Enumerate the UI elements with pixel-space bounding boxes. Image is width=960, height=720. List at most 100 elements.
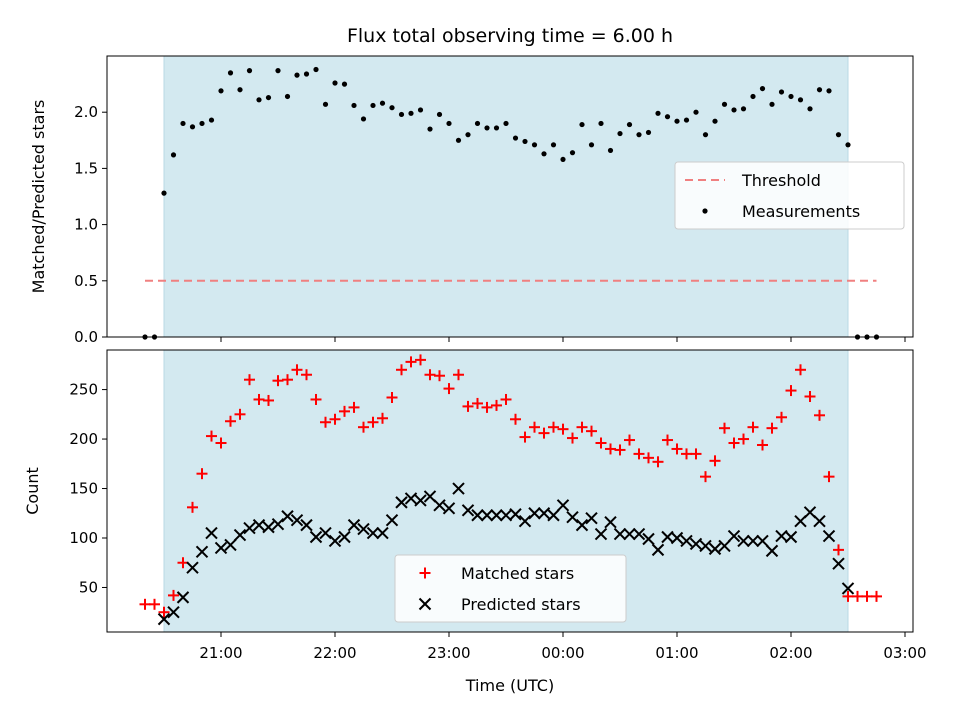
measurement-point: [826, 88, 832, 94]
matched-star-point: [633, 448, 645, 460]
measurement-point: [465, 132, 471, 138]
y-tick-label: 200: [69, 430, 98, 448]
legend-measurements-label: Measurements: [742, 202, 860, 221]
predicted-star-point: [338, 530, 351, 544]
measurement-point: [674, 118, 680, 124]
matched-star-point: [823, 471, 835, 483]
matched-star-point: [538, 427, 550, 439]
predicted-star-point: [547, 509, 560, 522]
matched-star-point: [738, 433, 749, 445]
predicted-star-point: [366, 526, 380, 540]
predicted-star-point: [309, 530, 323, 544]
matched-star-point: [519, 431, 531, 443]
measurement-point: [712, 118, 718, 124]
measurement-point: [313, 66, 319, 73]
predicted-star-point: [271, 517, 285, 531]
predicted-star-point: [243, 521, 256, 535]
predicted-star-point: [509, 508, 522, 521]
legend-predicted-swatch: [418, 597, 432, 611]
measurement-point: [845, 142, 851, 148]
legend-matched-swatch: [419, 567, 431, 579]
measurement-point: [446, 120, 452, 127]
matched-star-point: [139, 598, 151, 610]
predicted-star-point: [604, 515, 617, 529]
matched-star-point: [728, 437, 740, 449]
measurement-point: [683, 117, 690, 123]
predicted-star-point: [756, 534, 769, 548]
measurement-point: [189, 124, 196, 130]
x-tick-label: 03:00: [883, 644, 926, 662]
measurement-point: [560, 156, 566, 163]
y-tick-label: 0.5: [74, 272, 98, 290]
matched-star-point: [377, 412, 388, 424]
ratio-panel: 0.0 0.5 1.0 1.5 2.0 Matched/Predicted stars Th…: [29, 55, 914, 346]
predicted-star-point: [233, 528, 247, 542]
measurement-point: [607, 147, 614, 154]
x-tick-label: 22:00: [313, 644, 356, 662]
matched-star-point: [415, 354, 426, 366]
matched-star-point: [681, 448, 692, 460]
measurement-point: [702, 132, 709, 138]
predicted-star-point: [699, 539, 712, 553]
x-tick-label: 21:00: [199, 644, 242, 662]
measurement-point: [275, 68, 281, 74]
measurement-point: [246, 68, 253, 74]
matched-star-point: [462, 400, 474, 412]
measurement-point: [636, 132, 642, 138]
measurement-point: [256, 97, 262, 103]
matched-star-point: [605, 443, 616, 455]
matched-star-point: [206, 430, 217, 442]
predicted-star-point: [176, 591, 190, 604]
predicted-star-point: [566, 511, 579, 524]
predicted-star-point: [281, 510, 294, 523]
matched-star-point: [491, 399, 502, 411]
legend-measurements-swatch: [702, 208, 708, 214]
matched-star-point: [149, 598, 160, 610]
measurement-point: [322, 101, 329, 107]
matched-star-point: [348, 401, 360, 413]
matched-star-point: [158, 606, 170, 618]
x-tick-label: 01:00: [655, 644, 698, 662]
predicted-star-point: [813, 514, 826, 528]
predicted-star-point: [708, 542, 722, 556]
measurement-point: [455, 137, 462, 143]
matched-star-point: [852, 590, 863, 602]
matched-star-point: [386, 391, 398, 403]
measurement-point: [474, 120, 481, 127]
predicted-star-point: [642, 532, 655, 546]
matched-star-point: [785, 385, 797, 397]
matched-star-point: [624, 434, 635, 446]
measurement-point: [512, 135, 519, 141]
predicted-star-point: [651, 543, 665, 557]
y-tick-label: 1.0: [74, 216, 98, 234]
measurement-point: [645, 129, 652, 136]
predicted-star-point: [319, 526, 332, 540]
predicted-star-point: [357, 522, 370, 536]
predicted-star-point: [632, 527, 646, 541]
predicted-star-point: [518, 514, 532, 528]
matched-star-point: [301, 369, 312, 381]
measurement-point: [265, 94, 272, 101]
measurement-point: [522, 138, 528, 145]
predicted-star-point: [433, 499, 446, 512]
matched-star-point: [709, 455, 721, 467]
predicted-star-point: [262, 520, 275, 534]
predicted-star-point: [300, 518, 313, 532]
predicted-star-point: [727, 529, 741, 543]
measurement-point: [389, 105, 395, 111]
predicted-star-point: [623, 527, 636, 541]
y-tick-label: 50: [79, 578, 98, 596]
legend-box: [674, 161, 905, 230]
predicted-star-point: [575, 518, 589, 532]
matched-star-point: [291, 364, 303, 376]
matched-star-point: [757, 439, 768, 451]
measurement-point: [721, 101, 728, 107]
matched-star-point: [443, 383, 455, 395]
predicted-star-point: [461, 504, 475, 517]
predicted-star-point: [423, 490, 437, 503]
matched-star-point: [367, 416, 379, 428]
y-axis-label: Count: [23, 467, 42, 515]
axes-frame: [106, 349, 914, 633]
matched-star-point: [320, 416, 331, 428]
